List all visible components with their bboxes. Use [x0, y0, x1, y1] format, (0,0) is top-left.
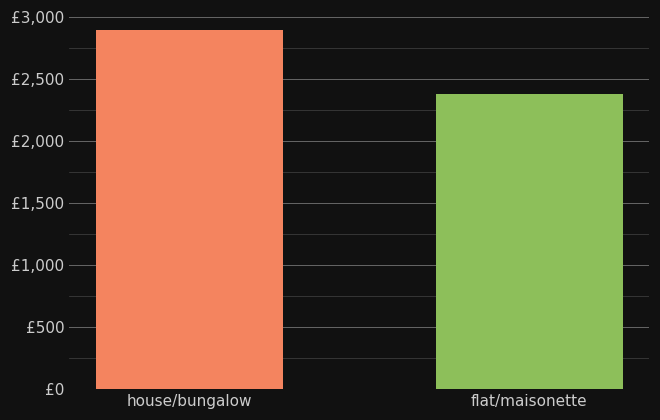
Bar: [436, 94, 622, 389]
Bar: [96, 29, 282, 389]
